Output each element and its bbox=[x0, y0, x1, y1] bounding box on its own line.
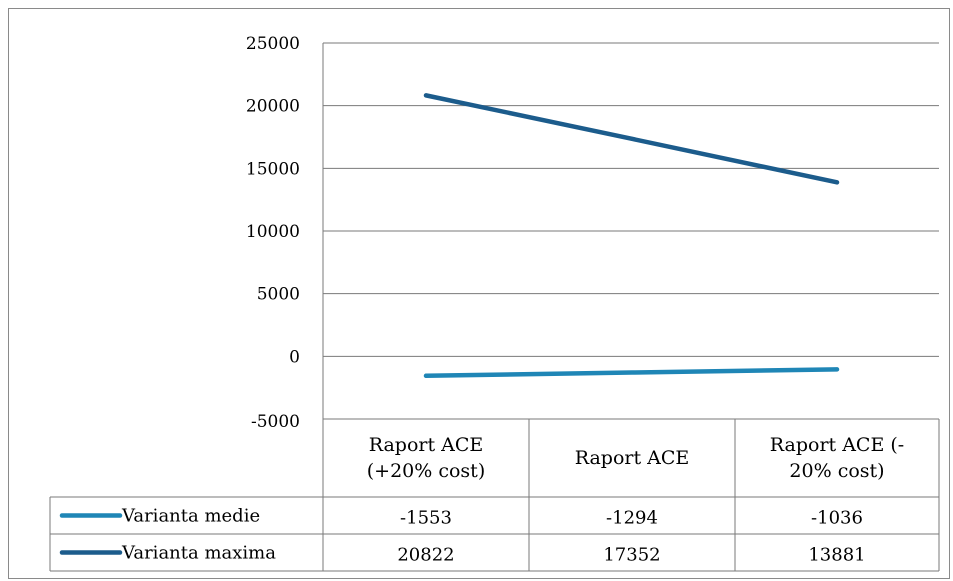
category-label: Raport ACE (- bbox=[770, 434, 904, 456]
category-label: 20% cost) bbox=[789, 460, 884, 482]
y-tick-label: 5000 bbox=[257, 285, 300, 305]
series-name: Varianta maxima bbox=[121, 543, 276, 564]
data-point bbox=[630, 136, 634, 141]
data-point bbox=[630, 370, 634, 375]
y-tick-label: -5000 bbox=[251, 412, 300, 432]
category-label: (+20% cost) bbox=[367, 460, 485, 482]
data-table-cell: -1294 bbox=[606, 508, 658, 529]
data-point bbox=[835, 180, 839, 185]
data-point bbox=[424, 373, 428, 378]
data-point bbox=[424, 93, 428, 98]
data-table-cell: -1553 bbox=[400, 508, 452, 529]
data-point bbox=[835, 367, 839, 372]
y-tick-label: 10000 bbox=[246, 222, 300, 242]
data-table-cell: 13881 bbox=[808, 545, 865, 566]
category-label: Raport ACE bbox=[575, 447, 690, 469]
category-label: Raport ACE bbox=[369, 434, 484, 456]
series-name: Varianta medie bbox=[121, 506, 260, 527]
y-tick-label: 0 bbox=[289, 347, 300, 367]
y-tick-label: 15000 bbox=[246, 159, 300, 179]
data-table-cell: -1036 bbox=[811, 508, 863, 529]
y-tick-label: 25000 bbox=[246, 34, 300, 54]
data-table-cell: 17352 bbox=[603, 545, 660, 566]
data-table-cell: 20822 bbox=[397, 545, 454, 566]
y-tick-label: 20000 bbox=[246, 97, 300, 117]
